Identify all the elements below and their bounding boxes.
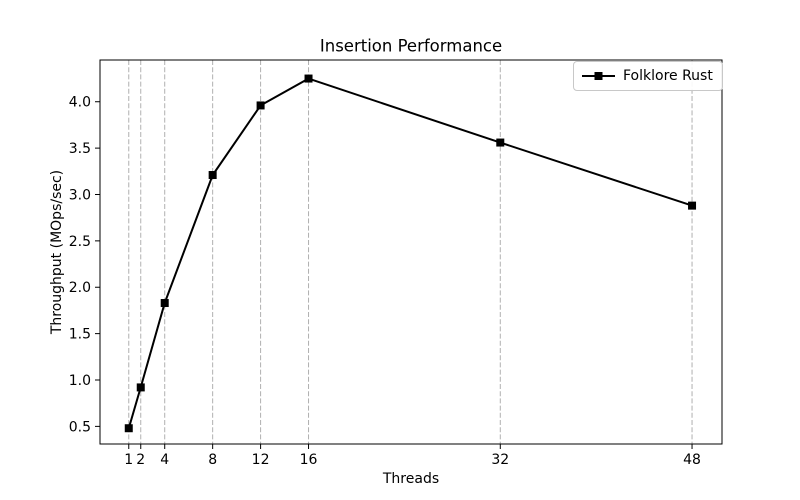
y-axis-label: Throughput (MOps/sec) [49, 169, 65, 335]
x-tick-label: 8 [208, 452, 217, 468]
y-tick-label: 2.0 [69, 280, 91, 296]
data-point-marker [688, 201, 697, 210]
y-tick-label: 3.0 [69, 187, 91, 203]
data-point-marker [256, 101, 265, 110]
legend-square-icon [594, 72, 603, 80]
x-tick-label: 32 [491, 452, 509, 468]
y-tick-label: 0.5 [69, 419, 91, 435]
x-tick-label: 2 [136, 452, 145, 468]
x-tick-label: 4 [160, 452, 169, 468]
x-axis-label: Threads [382, 471, 440, 487]
data-point-marker [496, 138, 505, 147]
x-tick-label: 48 [683, 452, 701, 468]
x-tick-label: 12 [252, 452, 270, 468]
y-tick-label: 2.5 [69, 234, 91, 250]
data-point-marker [160, 299, 169, 308]
data-point-marker [208, 171, 217, 180]
x-tick-label: 1 [124, 452, 133, 468]
y-tick-label: 3.5 [69, 141, 91, 157]
chart-title: Insertion Performance [319, 36, 503, 56]
y-tick-label: 1.5 [69, 327, 91, 343]
y-tick-label: 1.0 [69, 373, 91, 389]
data-point-marker [124, 424, 133, 433]
data-point-marker [304, 74, 313, 83]
legend: Folklore Rust [573, 61, 723, 91]
data-point-marker [136, 383, 145, 392]
axes-frame [99, 59, 723, 445]
x-tick-label: 16 [300, 452, 318, 468]
legend-marker-icon [582, 72, 615, 80]
legend-label: Folklore Rust [623, 68, 713, 84]
y-tick-label: 4.0 [69, 95, 91, 111]
series-line [127, 77, 693, 429]
